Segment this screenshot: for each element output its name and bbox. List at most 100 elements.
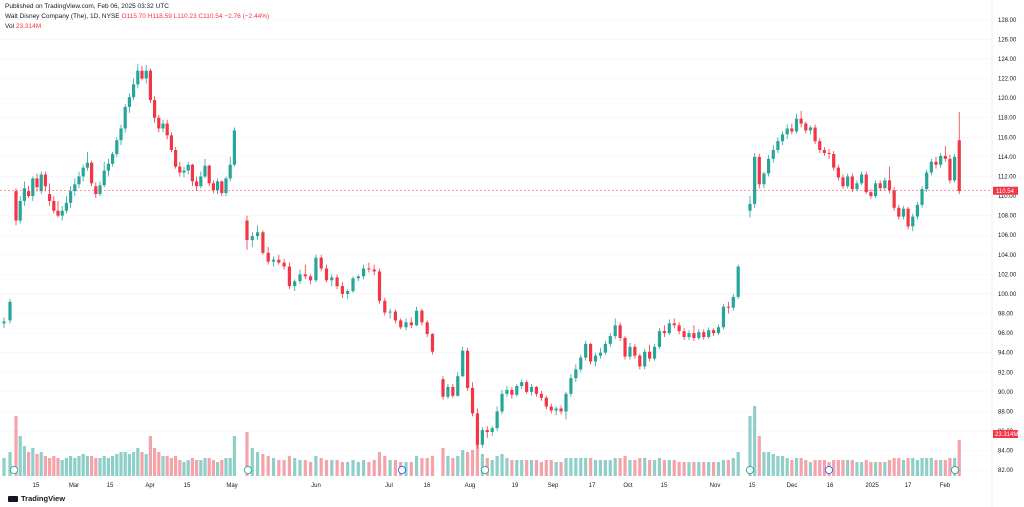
volume-bar [43, 456, 47, 476]
volume-bar [794, 458, 799, 476]
price-tick-label: 116.00 [998, 135, 1017, 141]
volume-bar [929, 458, 933, 476]
volume-bar [319, 458, 323, 476]
volume-bar [943, 460, 947, 476]
volume-bars [2, 406, 961, 476]
volume-bar [293, 458, 297, 476]
price-axis[interactable]: 82.0084.0086.0088.0090.0092.0094.0096.00… [991, 0, 1017, 507]
volume-bar [232, 436, 236, 476]
price-tick-label: 106.00 [998, 233, 1017, 239]
candle-body [495, 411, 499, 429]
event-marker-icon[interactable] [950, 465, 960, 475]
volume-bar [505, 458, 509, 476]
volume-bar [35, 454, 39, 476]
candle-body [943, 155, 947, 159]
volume-bar [525, 460, 529, 476]
candle-body [475, 413, 480, 445]
volume-bar [330, 460, 334, 476]
volume-bar [420, 458, 424, 476]
volume-bar [515, 460, 519, 476]
volume-bar [287, 456, 291, 476]
volume-bar [56, 458, 60, 476]
candle-body [692, 333, 696, 339]
event-marker-icon[interactable] [824, 465, 834, 475]
candle-body [293, 281, 297, 287]
volume-bar [762, 452, 766, 476]
candle-body [415, 310, 419, 326]
candle-body [520, 382, 524, 386]
volume-bar [901, 460, 906, 476]
candle-body [915, 204, 919, 217]
price-tick-label: 102.00 [998, 272, 1017, 278]
volume-bar [199, 460, 203, 476]
volume-bar [841, 460, 845, 476]
candle-body [182, 170, 186, 173]
price-tick-label: 88.00 [998, 409, 1014, 415]
volume-bar [682, 462, 686, 476]
candle-body [346, 291, 350, 294]
volume-bar [127, 454, 131, 476]
time-axis[interactable]: 15 Mar 15 Apr 15 May Jun Jul 16 Aug 19 Sep 17 Oct 15 No… [33, 483, 951, 489]
volume-bar [106, 458, 110, 476]
volume-bar [256, 452, 260, 476]
volume-bar [623, 456, 627, 476]
candle-body [534, 386, 539, 394]
volume-bar [69, 456, 73, 476]
volume-bar [495, 456, 499, 476]
volume-bar [883, 462, 887, 476]
volume-bar [767, 452, 771, 476]
candle-body [157, 117, 161, 129]
candle-body [776, 141, 780, 151]
volume-bar [169, 458, 173, 476]
tradingview-logo[interactable]: TradingView [8, 494, 65, 503]
volume-bar [303, 460, 307, 476]
price-tick-label: 108.00 [998, 214, 1017, 220]
event-marker-icon[interactable] [480, 465, 490, 475]
candle-body [351, 278, 355, 292]
volume-bar [81, 454, 85, 476]
candle-body [827, 152, 831, 154]
candle-body [203, 165, 207, 177]
volume-bar [915, 460, 919, 476]
event-marker-icon[interactable] [9, 465, 19, 475]
volume-bar [780, 456, 785, 476]
volume-bar [466, 452, 470, 476]
candle-body [500, 393, 504, 412]
volume-bar [456, 456, 460, 476]
volume-bar [356, 462, 360, 476]
candle-body [864, 174, 868, 193]
volume-bar [790, 460, 794, 476]
candle-body [687, 333, 691, 338]
candle-body [953, 156, 957, 181]
candle-body [544, 397, 548, 407]
volume-bar [22, 446, 26, 476]
candle-body [707, 330, 711, 338]
volume-bar [934, 460, 938, 476]
candle-body [362, 268, 366, 277]
volume-bar [554, 462, 558, 476]
event-marker-icon[interactable] [243, 465, 253, 475]
candle-body [261, 232, 265, 253]
event-marker-icon[interactable] [745, 465, 755, 475]
candle-body [832, 153, 836, 168]
event-marker-icon[interactable] [397, 465, 407, 475]
candle-body [767, 158, 771, 174]
volume-bar [731, 458, 735, 476]
volume-bar [618, 458, 622, 476]
candle-body [736, 266, 740, 297]
candle-body [490, 428, 494, 433]
volume-bar [324, 460, 329, 476]
candle-body [102, 170, 106, 186]
candle-body [762, 173, 766, 185]
candle-body [589, 343, 593, 362]
volume-bar [161, 456, 165, 476]
candle-body [799, 118, 803, 124]
candle-body [372, 269, 376, 272]
volume-bar [216, 462, 220, 476]
candle-body [211, 183, 215, 191]
volume-bar [27, 452, 31, 476]
candle-body [271, 259, 276, 262]
candle-body [939, 155, 943, 165]
candle-body [731, 296, 735, 308]
